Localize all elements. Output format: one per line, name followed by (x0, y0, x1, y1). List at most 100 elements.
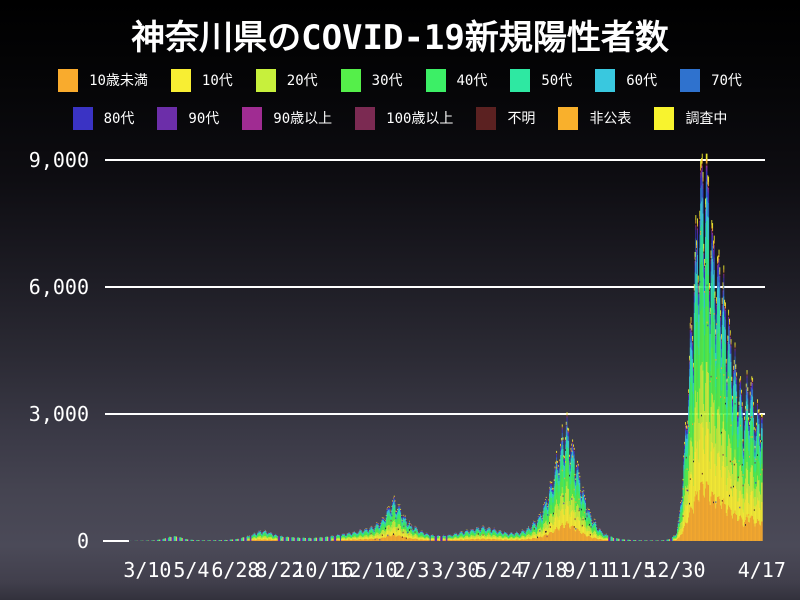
daily-bar (223, 540, 225, 541)
daily-bar (383, 517, 385, 541)
daily-bar (498, 530, 500, 541)
daily-bar (159, 539, 161, 541)
daily-bar (469, 532, 470, 541)
stack-speck (579, 507, 581, 510)
daily-bar (326, 536, 328, 541)
daily-bar (318, 538, 320, 541)
daily-bar (401, 520, 403, 541)
daily-bar (666, 539, 668, 541)
daily-bar (661, 540, 663, 541)
daily-bar (689, 355, 690, 541)
daily-bar (242, 537, 244, 541)
daily-bar (701, 158, 702, 541)
daily-bar (544, 502, 546, 541)
stack-speck (689, 478, 691, 480)
stack-speck (396, 528, 398, 531)
daily-bar (541, 515, 542, 541)
daily-bar (346, 533, 348, 541)
daily-bar (734, 342, 736, 541)
stack-speck (716, 377, 718, 379)
daily-bar (382, 517, 384, 541)
daily-bar (539, 514, 541, 541)
stack-speck (575, 501, 577, 504)
daily-bar (533, 520, 534, 541)
daily-bar (453, 535, 454, 541)
daily-bar (520, 533, 522, 541)
daily-bar (665, 539, 667, 541)
daily-bar (667, 539, 669, 541)
daily-bar (538, 514, 540, 541)
legend-swatch-30s (340, 68, 361, 92)
daily-bar (471, 528, 473, 541)
daily-bar (332, 535, 334, 541)
daily-bar (281, 535, 282, 541)
stack-speck (728, 376, 730, 379)
daily-bar (527, 528, 529, 541)
daily-bar (176, 536, 178, 541)
daily-bar (456, 533, 458, 541)
daily-bar (153, 540, 154, 541)
legend-label: 90歳以上 (273, 111, 333, 127)
daily-bar (251, 535, 253, 541)
daily-bar (403, 514, 405, 541)
daily-bar (393, 497, 394, 541)
daily-bar (753, 427, 755, 541)
daily-bar (573, 447, 575, 541)
daily-bar (239, 539, 241, 541)
daily-bar (213, 540, 215, 541)
daily-bar (482, 525, 484, 541)
daily-bar (545, 499, 546, 541)
daily-bar (509, 534, 510, 541)
daily-bar (265, 529, 266, 541)
stack-speck (408, 533, 410, 536)
legend-label: 90代 (188, 111, 220, 127)
daily-bar (496, 531, 498, 541)
daily-bar (274, 534, 276, 541)
legend-swatch-40s (425, 68, 446, 92)
daily-bar (213, 540, 214, 541)
daily-bar (680, 502, 682, 541)
daily-bar (594, 519, 596, 541)
stack-speck (693, 460, 694, 463)
stack-speck (374, 538, 376, 541)
daily-bar (484, 527, 486, 541)
daily-bar (321, 537, 323, 541)
daily-bar (681, 500, 682, 541)
daily-bar (618, 538, 620, 541)
daily-bar (673, 535, 674, 541)
daily-bar (401, 515, 402, 541)
daily-bar (154, 540, 156, 541)
daily-bar (273, 535, 274, 541)
daily-bar (254, 533, 256, 541)
daily-bar (221, 540, 223, 541)
daily-bar (167, 538, 169, 541)
stack-speck (397, 528, 399, 531)
daily-bar (649, 540, 650, 541)
daily-bar (257, 531, 259, 541)
daily-bar (301, 538, 303, 541)
daily-bar (722, 282, 724, 541)
daily-bar (510, 532, 512, 541)
daily-bar (533, 521, 535, 541)
daily-bar (296, 538, 298, 541)
stack-speck (682, 515, 684, 517)
daily-bar (602, 533, 604, 541)
daily-bar (321, 537, 322, 541)
daily-bar (584, 495, 586, 541)
legend-item-under10: 10歳未満 (58, 68, 148, 92)
daily-bar (261, 533, 263, 541)
daily-bar (485, 531, 487, 541)
daily-bar (468, 532, 470, 541)
legend-swatch-100plus (355, 106, 376, 130)
stack-speck (750, 416, 752, 419)
daily-bar (169, 536, 170, 541)
daily-bar (443, 534, 445, 541)
daily-bar (608, 536, 610, 541)
daily-bar (684, 441, 686, 541)
daily-bar (707, 175, 709, 541)
daily-bar (193, 540, 195, 541)
daily-bar (740, 376, 742, 541)
daily-bar (751, 376, 753, 541)
daily-bar (225, 539, 226, 541)
daily-bar (755, 428, 757, 541)
